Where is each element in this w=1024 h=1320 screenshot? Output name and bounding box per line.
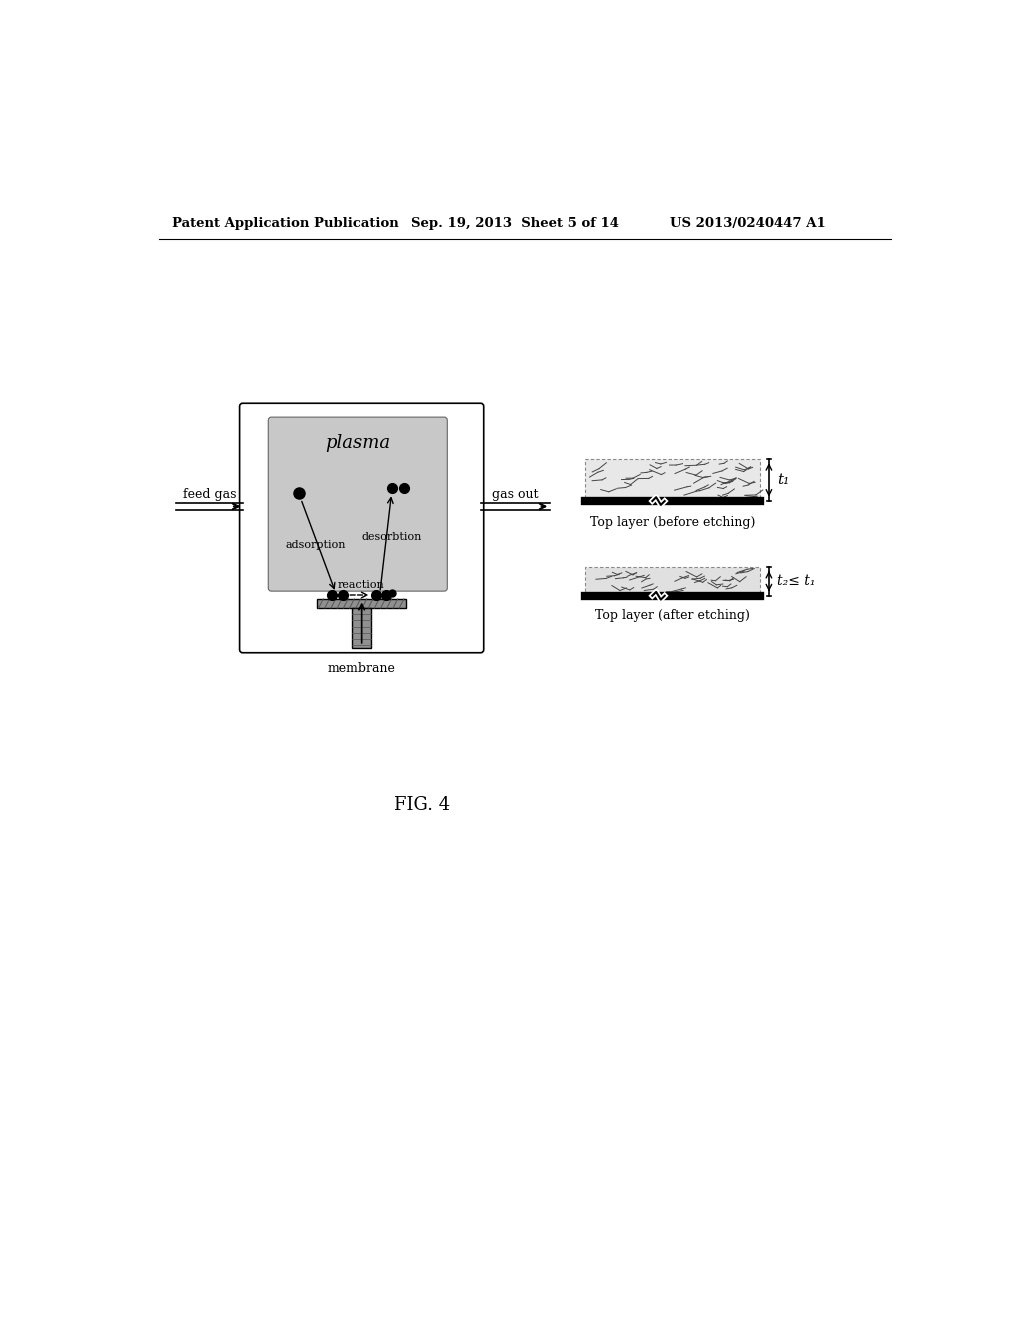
Bar — [352, 609, 371, 648]
Text: reaction: reaction — [337, 579, 384, 590]
FancyBboxPatch shape — [240, 404, 483, 653]
Text: FIG. 4: FIG. 4 — [394, 796, 451, 814]
Text: US 2013/0240447 A1: US 2013/0240447 A1 — [671, 218, 826, 231]
Text: Top layer (after etching): Top layer (after etching) — [595, 609, 750, 622]
Text: Patent Application Publication: Patent Application Publication — [172, 218, 399, 231]
Bar — [586, 566, 760, 595]
Text: membrane: membrane — [328, 663, 395, 676]
Text: feed gas: feed gas — [182, 487, 237, 500]
Text: adsorption: adsorption — [286, 540, 346, 550]
Text: desorbtion: desorbtion — [361, 532, 422, 543]
Text: Top layer (before etching): Top layer (before etching) — [590, 516, 755, 529]
Text: Sep. 19, 2013  Sheet 5 of 14: Sep. 19, 2013 Sheet 5 of 14 — [411, 218, 618, 231]
FancyBboxPatch shape — [268, 417, 447, 591]
Bar — [586, 459, 760, 502]
Text: t₁: t₁ — [776, 473, 788, 487]
Bar — [317, 599, 407, 609]
Text: plasma: plasma — [326, 434, 390, 453]
Text: gas out: gas out — [493, 487, 539, 500]
Text: t₂≤ t₁: t₂≤ t₁ — [776, 574, 815, 589]
